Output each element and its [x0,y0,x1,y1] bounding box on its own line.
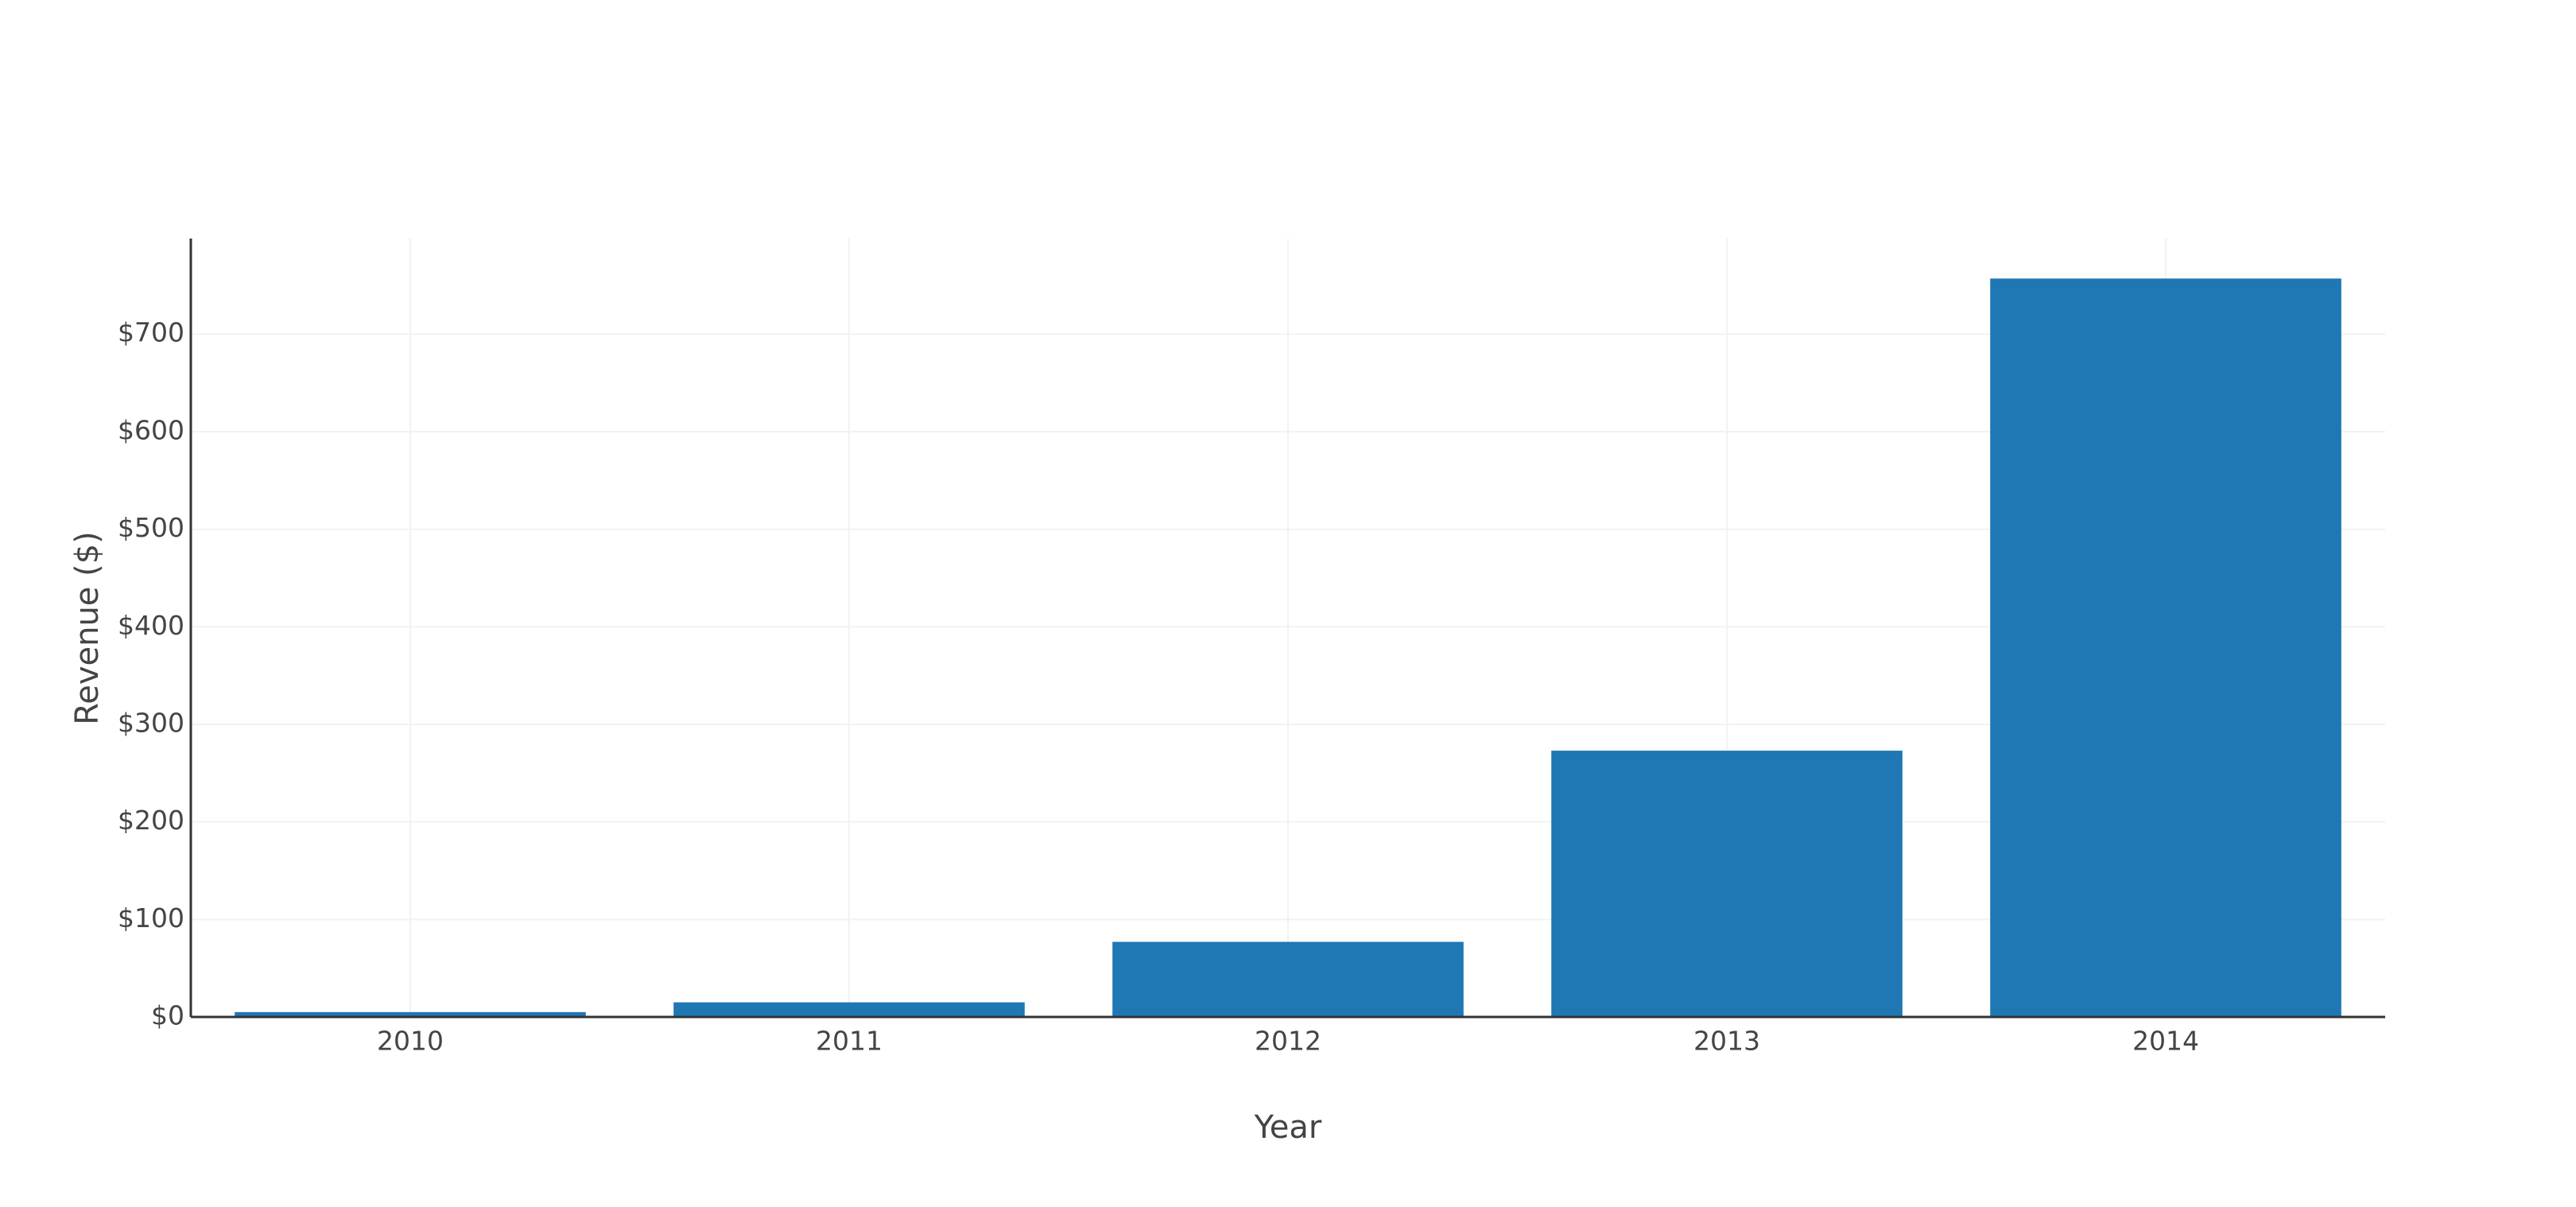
bar [1990,278,2341,1017]
y-tick-label: $100 [118,902,184,933]
x-tick-label: 2011 [816,1026,883,1057]
bar [235,1011,586,1017]
y-tick-label: $500 [118,512,184,543]
bar [1112,941,1464,1017]
x-tick-label: 2013 [1693,1026,1760,1057]
y-tick-label: $300 [118,707,184,738]
y-axis-title: Revenue ($) [69,531,106,725]
y-tick-label: $0 [151,1000,184,1031]
x-tick-label: 2010 [377,1026,444,1057]
y-tick-label: $400 [118,610,184,641]
x-axis-title: Year [1254,1109,1322,1146]
y-tick-label: $600 [118,414,184,445]
x-tick-label: 2012 [1255,1026,1321,1057]
y-tick-label: $200 [118,805,184,836]
bar [673,1002,1025,1017]
x-tick-label: 2014 [2132,1026,2199,1057]
y-tick-label: $700 [118,317,184,348]
bar [1551,751,1903,1017]
